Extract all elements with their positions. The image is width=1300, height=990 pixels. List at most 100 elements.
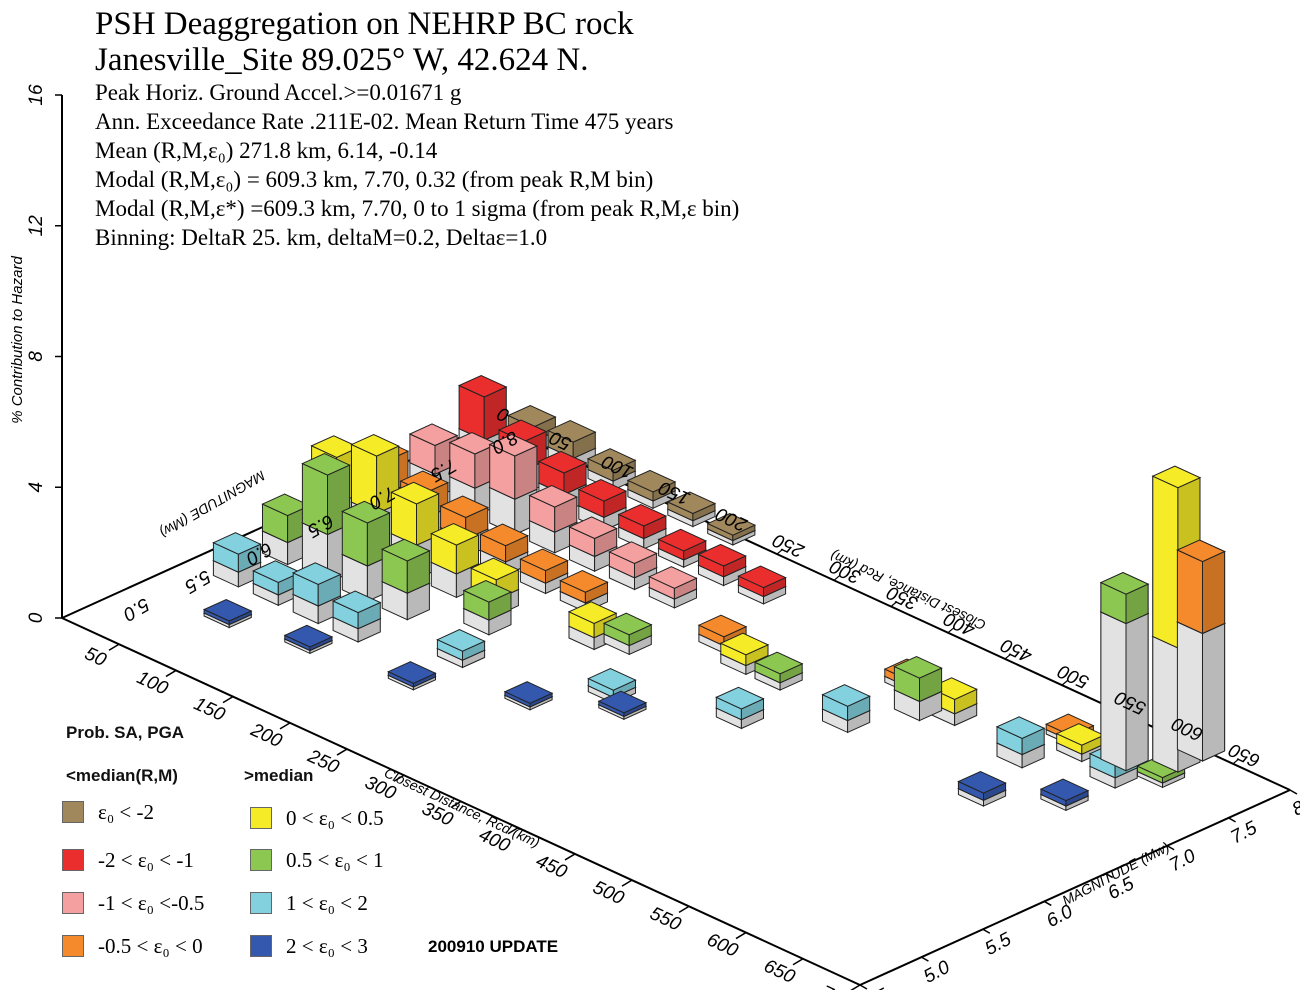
magnitude-axis-tick bbox=[1043, 900, 1052, 907]
bar bbox=[821, 684, 871, 722]
distance-axis-tick bbox=[165, 669, 177, 678]
magnitude-axis-tick bbox=[1228, 817, 1236, 823]
bar-top-face bbox=[597, 690, 648, 714]
bar-top-face bbox=[380, 538, 431, 562]
bar-top-face bbox=[587, 668, 637, 691]
bar-top-face bbox=[439, 495, 490, 519]
bar-top-face bbox=[567, 601, 618, 624]
bar bbox=[479, 523, 529, 563]
bar bbox=[408, 423, 459, 475]
bar bbox=[212, 532, 262, 573]
distance-tick-label: 450 bbox=[533, 851, 571, 884]
bar-top-face bbox=[292, 562, 342, 585]
bar-top-face bbox=[1039, 778, 1090, 802]
bar-top-face bbox=[1151, 465, 1202, 489]
bar-top-face bbox=[577, 479, 628, 502]
magnitude-axis-tick bbox=[859, 984, 868, 990]
back-distance-tick bbox=[1061, 679, 1069, 686]
bar-top-face bbox=[528, 484, 579, 508]
bar bbox=[737, 565, 787, 598]
bar-top-face bbox=[586, 448, 637, 471]
legend-item: -2 < ε₀ < -1 bbox=[62, 848, 194, 872]
bar bbox=[697, 543, 747, 578]
bar bbox=[528, 484, 579, 533]
bar bbox=[648, 566, 698, 600]
legend-label: 0 < ε₀ < 0.5 bbox=[286, 805, 384, 830]
legend-swatch bbox=[250, 807, 272, 829]
bar-top-face bbox=[715, 686, 765, 710]
bar-top-face bbox=[462, 579, 513, 603]
bar-top-face bbox=[737, 565, 787, 589]
bar bbox=[577, 479, 628, 519]
bar-top-face bbox=[697, 614, 748, 638]
legend-label: -1 < ε₀ <-0.5 bbox=[98, 890, 205, 915]
magnitude-axis-tick bbox=[1166, 845, 1175, 851]
info-line: Modal (R,M,ε*) =609.3 km, 7.70, 0 to 1 s… bbox=[95, 196, 740, 221]
legend-subheader-above: >median bbox=[244, 766, 314, 785]
legend-swatch bbox=[62, 801, 84, 823]
bar bbox=[503, 681, 554, 708]
z-tick-label: 8 bbox=[26, 351, 47, 362]
bar-top-face bbox=[626, 469, 677, 493]
bar-top-face bbox=[893, 655, 943, 679]
distance-axis-tick bbox=[393, 774, 405, 782]
magnitude-axis-tick bbox=[1105, 872, 1114, 879]
bar-top-face bbox=[408, 423, 459, 447]
back-magnitude-tick-label: 5.5 bbox=[181, 565, 215, 597]
bar-top-face bbox=[657, 528, 708, 552]
bar-top-face bbox=[1176, 539, 1226, 563]
bar-front-face bbox=[1152, 475, 1179, 649]
bar bbox=[387, 661, 437, 688]
legend-swatch bbox=[62, 935, 84, 957]
z-tick-label: 12 bbox=[26, 215, 47, 237]
back-distance-tick bbox=[776, 548, 784, 555]
distance-tick-label: 500 bbox=[590, 877, 628, 910]
z-tick-label: 4 bbox=[26, 482, 47, 493]
bar bbox=[1176, 539, 1226, 635]
back-magnitude-tick-label: 5.0 bbox=[119, 593, 153, 625]
bar bbox=[301, 453, 351, 536]
bar-top-face bbox=[753, 651, 804, 675]
distance-tick-label: 150 bbox=[191, 693, 229, 726]
distance-axis-tick bbox=[792, 958, 804, 966]
magnitude-axis-tick bbox=[1289, 789, 1298, 795]
back-distance-tick bbox=[890, 601, 898, 607]
z-tick-label: 0 bbox=[26, 612, 47, 623]
distance-tick-label: 100 bbox=[134, 667, 172, 700]
bar-front-face bbox=[1152, 635, 1179, 773]
distance-axis-tick bbox=[222, 695, 234, 704]
magnitude-axis-tick bbox=[982, 928, 991, 934]
bar bbox=[350, 433, 400, 515]
legend-label: -0.5 < ε₀ < 0 bbox=[98, 933, 203, 958]
distance-axis-tick bbox=[507, 827, 519, 835]
bar-top-face bbox=[479, 523, 529, 547]
bar-top-face bbox=[301, 453, 351, 476]
bar-top-face bbox=[957, 770, 1007, 794]
distance-axis-tick bbox=[279, 722, 291, 730]
bar bbox=[753, 651, 804, 684]
magnitude-tick-label: 4.5 bbox=[859, 984, 893, 990]
bar bbox=[519, 548, 569, 584]
info-line: Ann. Exceedance Rate .211E-02. Mean Retu… bbox=[95, 109, 674, 134]
back-distance-tick-label: 650 bbox=[1225, 738, 1263, 771]
bar bbox=[586, 448, 637, 482]
z-axis-label: % Contribution to Hazard bbox=[9, 256, 26, 424]
bar-top-face bbox=[706, 513, 757, 536]
bar bbox=[1055, 723, 1106, 755]
bar bbox=[331, 590, 382, 630]
bar bbox=[597, 690, 648, 718]
legend-swatch bbox=[250, 892, 272, 914]
bar-top-face bbox=[457, 374, 508, 398]
bar-top-face bbox=[387, 661, 437, 684]
back-distance-tick-label: 450 bbox=[997, 634, 1035, 667]
magnitude-tick-label: 5.0 bbox=[920, 957, 954, 988]
info-line: Modal (R,M,ε₀) = 609.3 km, 7.70, 0.32 (f… bbox=[95, 167, 654, 192]
legend-subheader-below: <median(R,M) bbox=[66, 766, 178, 785]
bar bbox=[430, 522, 480, 575]
distance-axis-label: Closest Distance, Rcd (km) bbox=[382, 764, 542, 850]
bar-top-face bbox=[488, 433, 539, 457]
bar-top-face bbox=[519, 548, 569, 572]
legend-label: 0.5 < ε₀ < 1 bbox=[286, 847, 384, 872]
info-line: Mean (R,M,ε₀) 271.8 km, 6.14, -0.14 bbox=[95, 138, 438, 163]
distance-axis-tick bbox=[450, 800, 462, 809]
